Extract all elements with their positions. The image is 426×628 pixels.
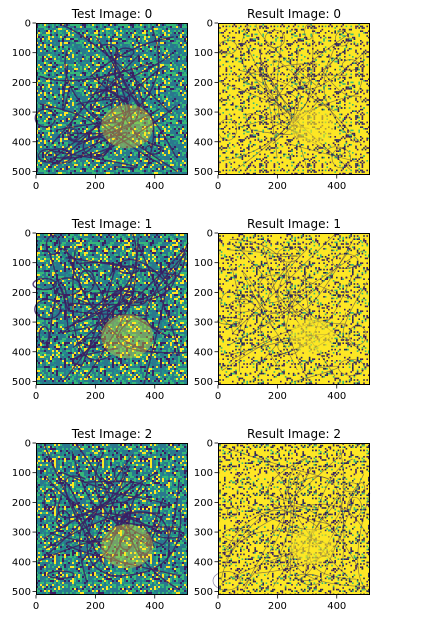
y-tick-label: 0 [207, 229, 213, 240]
y-tick-label: 200 [12, 78, 31, 89]
x-tick-label: 400 [145, 181, 164, 192]
x-tick-label: 400 [145, 391, 164, 402]
result-image [218, 233, 370, 385]
y-tick-label: 100 [12, 258, 31, 269]
y-tick-label: 300 [12, 108, 31, 119]
y-tick-label: 300 [12, 318, 31, 329]
y-tick-label: 0 [25, 229, 31, 240]
y-tick-label: 500 [194, 377, 213, 388]
subplot-result-0: Result Image: 0 0 200 400 0 100 200 300 400 500 [194, 7, 370, 192]
subplot-title: Result Image: 0 [247, 7, 341, 21]
y-tick-label: 400 [12, 557, 31, 568]
axes-frame [218, 23, 370, 175]
x-tick-label: 400 [327, 601, 346, 612]
y-tick-label: 0 [207, 19, 213, 30]
y-tick-label: 0 [25, 19, 31, 30]
x-tick-label: 200 [86, 601, 105, 612]
x-tick-label: 400 [327, 391, 346, 402]
axes-frame [36, 23, 188, 175]
x-tick-label: 0 [215, 601, 221, 612]
y-tick-label: 500 [194, 167, 213, 178]
x-tick-label: 200 [268, 181, 287, 192]
y-tick-label: 200 [12, 288, 31, 299]
x-tick-label: 200 [268, 391, 287, 402]
y-tick-label: 0 [25, 439, 31, 450]
x-tick-label: 0 [215, 391, 221, 402]
y-tick-label: 500 [12, 377, 31, 388]
y-tick-label: 400 [194, 557, 213, 568]
subplot-test-0: Test Image: 0 0 200 400 0 100 200 300 400 500 [12, 7, 188, 192]
test-image-structures [38, 442, 185, 591]
x-tick-label: 0 [215, 181, 221, 192]
axes-frame [218, 443, 370, 595]
axes-frame [36, 443, 188, 595]
axes-frame [36, 233, 188, 385]
subplot-result-1: Result Image: 1 0 200 400 0 100 200 300 400 500 [194, 217, 370, 402]
subplot-title: Test Image: 1 [71, 217, 153, 231]
y-tick-label: 500 [12, 167, 31, 178]
subplot-title: Result Image: 2 [247, 427, 341, 441]
y-tick-label: 500 [12, 587, 31, 598]
result-image-structures [217, 23, 367, 171]
result-image-structures [212, 446, 371, 593]
x-tick-label: 400 [145, 601, 164, 612]
x-tick-label: 200 [268, 601, 287, 612]
y-tick-label: 200 [194, 498, 213, 509]
x-tick-label: 400 [327, 181, 346, 192]
axes-frame [218, 233, 370, 385]
subplot-title: Result Image: 1 [247, 217, 341, 231]
y-tick-label: 200 [194, 78, 213, 89]
y-tick-label: 400 [194, 137, 213, 148]
y-tick-label: 300 [12, 528, 31, 539]
y-tick-label: 300 [194, 318, 213, 329]
y-tick-label: 100 [194, 48, 213, 59]
y-tick-label: 200 [194, 288, 213, 299]
y-tick-label: 100 [194, 258, 213, 269]
y-tick-label: 0 [207, 439, 213, 450]
x-tick-label: 0 [33, 601, 39, 612]
y-tick-label: 100 [12, 48, 31, 59]
x-tick-label: 0 [33, 181, 39, 192]
x-tick-label: 0 [33, 391, 39, 402]
subplot-title: Test Image: 0 [71, 7, 153, 21]
subplot-test-1: Test Image: 1 0 200 400 0 100 200 300 400 500 [12, 217, 189, 402]
subplot-result-2: Result Image: 2 0 200 400 0 100 200 300 400 500 [194, 427, 371, 612]
y-tick-label: 100 [194, 468, 213, 479]
y-tick-label: 400 [12, 137, 31, 148]
result-image-structures [217, 234, 368, 385]
result-image [218, 443, 370, 595]
y-tick-label: 500 [194, 587, 213, 598]
y-tick-label: 300 [194, 528, 213, 539]
subplot-test-2: Test Image: 2 0 200 400 0 100 200 300 400 500 [12, 427, 188, 612]
x-tick-label: 200 [86, 391, 105, 402]
x-tick-label: 200 [86, 181, 105, 192]
subplot-title: Test Image: 2 [71, 427, 153, 441]
test-image-structures [32, 232, 189, 385]
result-image [218, 23, 370, 175]
y-tick-label: 400 [194, 347, 213, 358]
y-tick-label: 400 [12, 347, 31, 358]
y-tick-label: 300 [194, 108, 213, 119]
y-tick-label: 100 [12, 468, 31, 479]
y-tick-label: 200 [12, 498, 31, 509]
test-image-structures [34, 24, 178, 173]
